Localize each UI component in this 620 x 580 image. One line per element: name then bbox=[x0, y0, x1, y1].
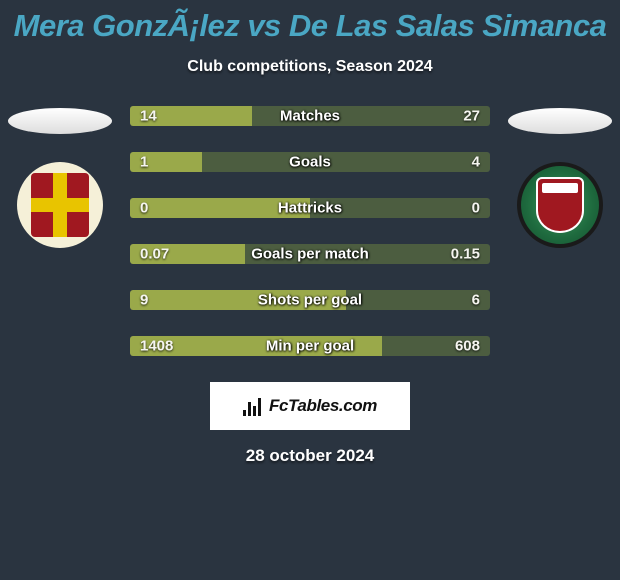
stat-value-left: 1 bbox=[140, 154, 148, 171]
player-left-flag-icon bbox=[8, 108, 112, 134]
stat-value-right: 4 bbox=[472, 154, 480, 171]
stat-value-left: 0 bbox=[140, 200, 148, 217]
stat-row: 1408 Min per goal 608 bbox=[130, 334, 490, 358]
stat-value-left: 9 bbox=[140, 292, 148, 309]
stat-bar-right bbox=[346, 290, 490, 310]
stat-label: Min per goal bbox=[266, 338, 354, 355]
stat-label: Matches bbox=[280, 108, 340, 125]
stat-label: Goals bbox=[289, 154, 331, 171]
stat-label: Goals per match bbox=[251, 246, 369, 263]
player-right-flag-icon bbox=[508, 108, 612, 134]
comparison-subtitle: Club competitions, Season 2024 bbox=[0, 58, 620, 76]
player-right-column bbox=[500, 104, 620, 248]
stat-value-left: 0.07 bbox=[140, 246, 169, 263]
stat-value-right: 0.15 bbox=[451, 246, 480, 263]
fctables-label: FcTables.com bbox=[269, 396, 377, 416]
stat-value-left: 14 bbox=[140, 108, 157, 125]
stat-bar-right bbox=[202, 152, 490, 172]
stat-value-right: 27 bbox=[463, 108, 480, 125]
player-right-club-logo-icon bbox=[517, 162, 603, 248]
stat-row: 0.07 Goals per match 0.15 bbox=[130, 242, 490, 266]
stat-row: 14 Matches 27 bbox=[130, 104, 490, 128]
stat-value-right: 0 bbox=[472, 200, 480, 217]
stat-row: 9 Shots per goal 6 bbox=[130, 288, 490, 312]
comparison-date: 28 october 2024 bbox=[0, 446, 620, 466]
stat-value-right: 608 bbox=[455, 338, 480, 355]
stats-list: 14 Matches 27 1 Goals 4 0 Hattricks 0 0.07 Goals p… bbox=[130, 104, 490, 358]
fctables-watermark: FcTables.com bbox=[210, 382, 410, 430]
bar-chart-icon bbox=[243, 396, 263, 416]
comparison-title: Mera GonzÃ¡lez vs De Las Salas Simanca bbox=[0, 0, 620, 44]
stat-label: Shots per goal bbox=[258, 292, 362, 309]
comparison-content: 14 Matches 27 1 Goals 4 0 Hattricks 0 0.07 Goals p… bbox=[0, 104, 620, 358]
stat-value-left: 1408 bbox=[140, 338, 173, 355]
stat-row: 1 Goals 4 bbox=[130, 150, 490, 174]
player-left-club-logo-icon bbox=[17, 162, 103, 248]
stat-value-right: 6 bbox=[472, 292, 480, 309]
stat-label: Hattricks bbox=[278, 200, 342, 217]
player-left-column bbox=[0, 104, 120, 248]
stat-row: 0 Hattricks 0 bbox=[130, 196, 490, 220]
